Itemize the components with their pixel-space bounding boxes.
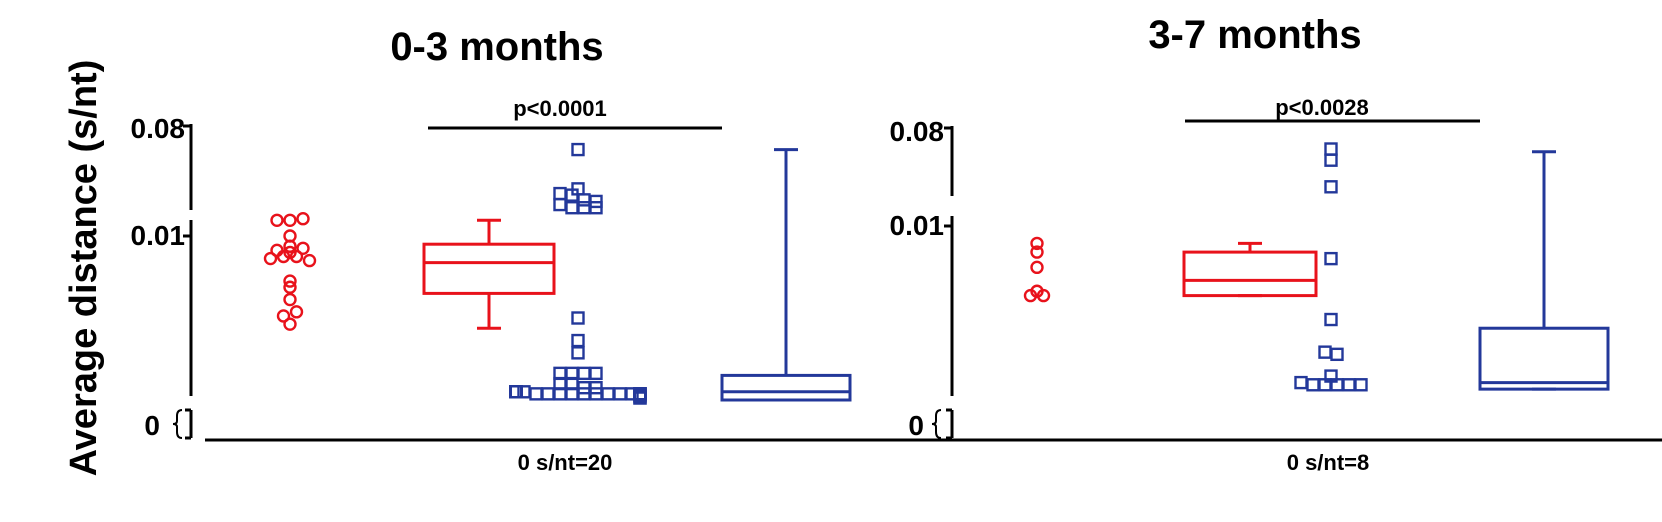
data-point (296, 241, 310, 256)
data-point (589, 201, 603, 215)
data-point (509, 385, 523, 399)
data-point (1306, 378, 1320, 392)
data-point (517, 385, 531, 399)
data-point (633, 391, 647, 405)
data-point (613, 387, 627, 401)
data-point (509, 385, 523, 399)
y-tick-label-0: 0 (144, 410, 160, 441)
zero-brace (931, 409, 942, 439)
data-point (289, 249, 304, 264)
panel-title: 0-3 months (390, 25, 603, 69)
data-point (541, 387, 555, 401)
data-point (577, 193, 591, 207)
data-point (509, 385, 523, 399)
zero-brace (172, 409, 183, 439)
significance-label: p<0.0028 (1275, 95, 1369, 120)
data-point (509, 385, 523, 399)
data-point (589, 366, 603, 381)
data-point (283, 317, 297, 331)
data-point (283, 274, 297, 288)
axes (172, 124, 1000, 442)
chart-marks (263, 142, 852, 405)
y-tick-label-0.01: 0.01 (890, 210, 945, 241)
data-point (1342, 378, 1356, 392)
data-point (289, 305, 304, 319)
data-point (1030, 245, 1044, 259)
panel-title: 3-7 months (1148, 13, 1361, 57)
data-point (509, 385, 523, 399)
y-tick-label-0.08: 0.08 (890, 116, 945, 147)
y-tick-label-0.01: 0.01 (131, 220, 186, 251)
data-point (276, 309, 291, 323)
data-point (296, 212, 310, 226)
data-point (571, 333, 585, 348)
chart-marks (1023, 142, 1610, 392)
data-point (553, 186, 567, 201)
data-point (571, 311, 585, 325)
data-point (1324, 153, 1338, 167)
data-point (1330, 347, 1344, 362)
y-axis-label: Average distance (s/nt) (63, 60, 105, 477)
data-point (1324, 312, 1338, 327)
data-point (1030, 260, 1044, 275)
box-iqr (1182, 250, 1318, 298)
box-iqr (1478, 326, 1610, 391)
data-point (625, 387, 639, 401)
data-point (577, 366, 591, 381)
data-point (283, 213, 297, 227)
data-point (263, 251, 278, 266)
axes (931, 119, 1662, 442)
zero-count-label: 0 s/nt=8 (1287, 450, 1370, 475)
data-point (1023, 288, 1038, 303)
data-point (571, 346, 585, 360)
data-point (509, 385, 523, 399)
data-point (529, 387, 543, 401)
significance-label: p<0.0001 (513, 96, 607, 121)
data-point (1318, 345, 1332, 359)
box-iqr (422, 242, 556, 295)
data-point (553, 197, 567, 212)
data-point (509, 385, 523, 399)
data-point (302, 253, 317, 268)
data-point (283, 280, 297, 294)
data-point (601, 387, 615, 401)
data-point (1294, 375, 1308, 390)
data-point (1030, 236, 1044, 251)
data-point (1036, 288, 1051, 303)
data-point (565, 201, 579, 215)
data-point (1354, 378, 1368, 392)
data-point (509, 385, 523, 399)
data-point (270, 213, 284, 227)
y-tick-label-0.08: 0.08 (131, 113, 186, 144)
data-point (283, 292, 297, 307)
data-point (1324, 251, 1338, 266)
zero-count-label: 0 s/nt=20 (518, 450, 613, 475)
data-point (509, 385, 523, 399)
data-point (577, 201, 591, 215)
box-iqr (720, 373, 852, 402)
data-point (1324, 180, 1338, 194)
data-point (571, 142, 585, 157)
data-point (283, 239, 297, 253)
data-point (1324, 142, 1338, 156)
panel-0-3-months: 0-3 months 0.08 0.01 0 p<0.0001 0 s/nt=2… (131, 25, 1000, 475)
y-tick-label-0: 0 (908, 410, 924, 441)
panel-3-7-months: 3-7 months 0.08 0.01 0 p<0.0028 0 s/nt=8 (890, 13, 1662, 475)
data-point (276, 249, 291, 264)
